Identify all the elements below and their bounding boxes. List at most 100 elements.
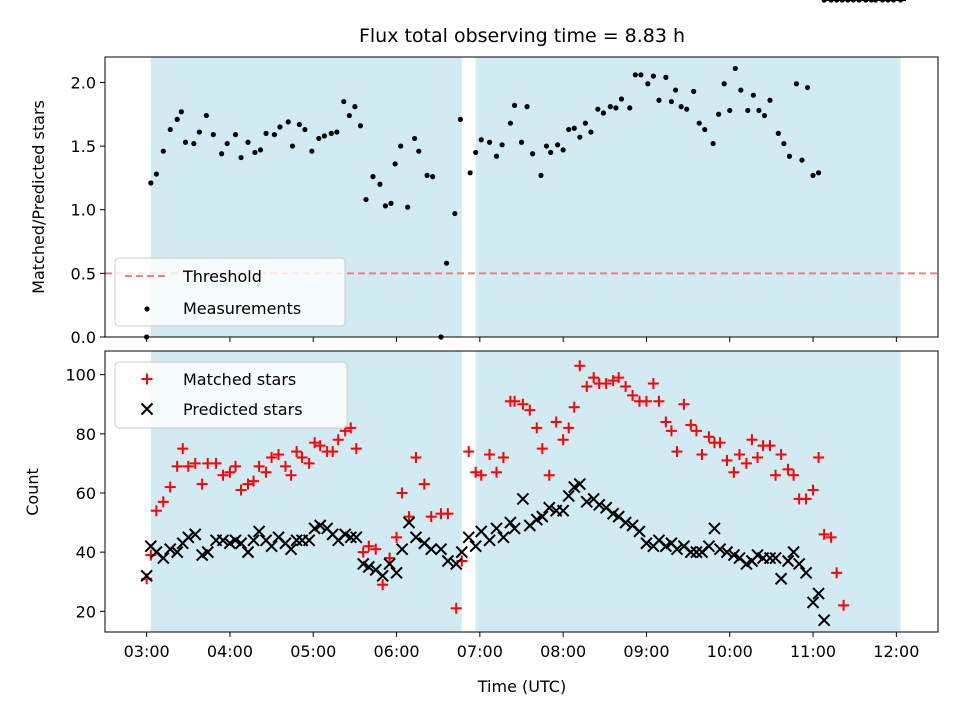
matched-star-marker: [410, 451, 422, 463]
predicted-star-marker: [409, 531, 423, 544]
measurement-point: [750, 92, 756, 98]
measurement-point: [810, 172, 816, 178]
matched-star-marker: [164, 481, 176, 493]
predicted-star-marker: [462, 531, 475, 544]
matched-star-marker: [157, 496, 169, 508]
predicted-star-marker: [350, 531, 363, 544]
matched-star-marker: [838, 599, 850, 611]
measurement-point: [167, 126, 173, 133]
matched-legend-label: Matched stars: [183, 370, 296, 389]
matched-star-marker: [825, 531, 837, 543]
matched-star-marker: [721, 454, 733, 466]
measurement-point: [245, 139, 251, 145]
y-tick-label: 0.5: [71, 264, 96, 283]
matched-star-marker: [210, 457, 222, 469]
matched-star-marker: [627, 389, 639, 401]
measurement-point: [232, 132, 239, 138]
measurement-point: [452, 210, 458, 217]
measurement-point: [804, 84, 811, 91]
measurement-point: [554, 142, 561, 148]
matched-star-marker: [291, 446, 303, 458]
matched-star-marker: [357, 546, 369, 558]
matched-star-marker: [818, 528, 830, 540]
matched-star-marker: [309, 437, 321, 449]
measurement-point: [196, 129, 203, 135]
y-tick-label: 1.5: [71, 137, 96, 156]
matched-star-marker: [740, 457, 752, 469]
predicted-star-marker: [247, 534, 260, 547]
measurement-point: [613, 105, 619, 111]
predicted-star-marker: [781, 554, 795, 568]
matched-star-marker: [568, 401, 580, 413]
matched-star-marker: [327, 446, 339, 458]
top-panel: 0.00.51.01.52.0 Matched/Predicted stars …: [29, 0, 939, 347]
measurement-point: [821, 0, 827, 3]
predicted-star-marker: [573, 477, 587, 491]
top-shaded-intervals: [150, 57, 901, 337]
matched-star-marker: [764, 440, 776, 452]
measurement-point: [721, 81, 727, 87]
matched-star-marker: [350, 443, 362, 455]
predicted-star-marker: [799, 566, 813, 580]
predicted-star-marker: [390, 566, 403, 580]
measurement-point: [732, 65, 738, 72]
matched-star-marker: [678, 398, 690, 410]
measurements-legend-label: Measurements: [183, 299, 301, 318]
measurement-point: [799, 157, 805, 163]
measurement-point: [285, 119, 291, 125]
bottom-y-axis-label: Count: [23, 468, 42, 516]
y-tick-label: 80: [76, 425, 96, 444]
measurement-point: [174, 116, 180, 122]
threshold-legend-label: Threshold: [182, 267, 262, 286]
measurement-point: [382, 203, 389, 209]
measurement-point: [309, 148, 315, 154]
measurement-point: [219, 151, 225, 157]
predicted-legend-label: Predicted stars: [183, 400, 303, 419]
predicted-star-marker: [157, 551, 170, 565]
matched-star-marker: [279, 460, 291, 472]
measurement-point: [478, 137, 484, 143]
matched-star-marker: [177, 443, 189, 455]
matched-star-marker: [391, 531, 403, 543]
measurement-point: [203, 112, 209, 119]
predicted-star-marker: [619, 516, 632, 529]
predicted-star-marker: [562, 489, 575, 503]
predicted-star-marker: [362, 560, 375, 574]
measurement-point: [518, 139, 525, 145]
matched-star-marker: [248, 475, 260, 487]
matched-star-marker: [332, 434, 344, 446]
predicted-star-marker: [774, 572, 788, 585]
x-tick-label: 12:00: [873, 642, 919, 661]
measurement-point: [607, 104, 613, 110]
predicted-star-marker: [633, 525, 646, 538]
x-tick-label: 11:00: [790, 642, 836, 661]
predicted-star-marker: [690, 545, 703, 559]
measurement-point: [781, 140, 787, 147]
matched-star-marker: [660, 416, 672, 428]
y-tick-label: 0.0: [71, 328, 96, 347]
matched-star-marker: [703, 431, 715, 443]
predicted-star-marker: [593, 498, 606, 512]
predicted-star-marker: [806, 596, 820, 609]
measurement-point: [696, 120, 702, 126]
chart-title: Flux total observing time = 8.83 h: [359, 25, 685, 47]
matched-legend-swatch: [141, 373, 153, 385]
matched-legend-marker: [141, 373, 153, 385]
predicted-star-marker: [140, 569, 153, 583]
measurement-point: [511, 102, 518, 108]
predicted-star-marker: [792, 557, 806, 571]
measurement-point: [738, 87, 744, 93]
matched-star-marker: [685, 419, 697, 431]
measurement-point: [357, 123, 364, 129]
predicted-star-marker: [708, 522, 721, 535]
measurement-point: [377, 181, 383, 187]
matched-star-marker: [640, 395, 652, 407]
matched-star-marker: [613, 372, 625, 384]
matched-star-marker: [182, 460, 194, 472]
measurement-point: [767, 97, 773, 103]
measurement-point: [684, 106, 690, 112]
matched-star-marker: [403, 511, 415, 523]
measurement-point: [493, 153, 500, 159]
measurement-point: [388, 200, 394, 206]
matched-star-marker: [475, 469, 487, 481]
